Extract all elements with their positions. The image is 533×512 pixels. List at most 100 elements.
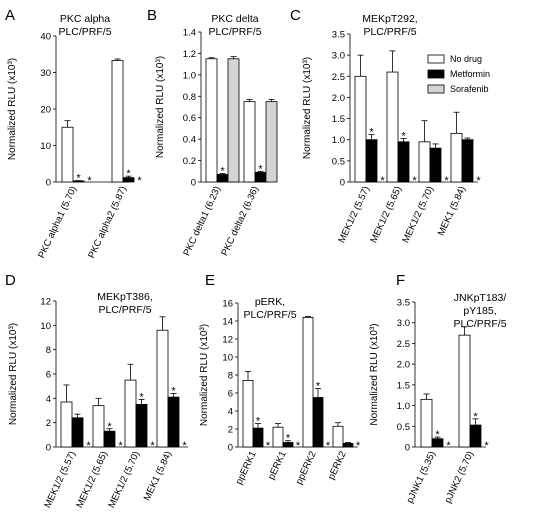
significance-asterisk: *	[473, 411, 478, 423]
y-axis-label: Normalized RLU (x10³)	[369, 323, 380, 425]
y-axis-label: Normalized RLU (x10³)	[7, 58, 18, 160]
legend-label-no-drug: No drug	[450, 54, 482, 64]
x-tick-label: MEK1/2 (5.70)	[106, 450, 142, 510]
panel-letter: D	[5, 272, 16, 289]
x-tick-label: MEK1/2 (5.57)	[42, 450, 78, 510]
y-tick-label: 12	[40, 297, 51, 308]
significance-asterisk: *	[444, 175, 449, 187]
bar-no-drug	[205, 58, 218, 183]
y-tick-label: 0.8	[183, 92, 196, 103]
y-tick-label: 1.2	[183, 49, 196, 60]
bar-no-drug	[124, 379, 137, 448]
significance-asterisk: *	[401, 130, 406, 142]
significance-asterisk: *	[86, 440, 91, 452]
x-tick-label: MEK1/2 (5.70)	[400, 185, 436, 245]
y-tick-label: 4	[46, 394, 51, 405]
x-tick-label: ppERK2	[294, 450, 319, 487]
y-axis-label: Normalized RLU (x10³)	[8, 323, 19, 425]
panel-letter: B	[147, 7, 157, 24]
panel-title-line: pY185,	[463, 305, 496, 317]
significance-asterisk: *	[220, 165, 225, 177]
bar-metformin	[461, 139, 474, 183]
x-tick-label: PKC alpha1 (5.70)	[36, 185, 79, 260]
y-tick-label: 3.0	[397, 318, 410, 329]
legend-swatch-no-drug	[427, 54, 445, 64]
y-tick-label: 0	[228, 443, 233, 454]
significance-asterisk: *	[87, 175, 92, 187]
y-tick-label: 40	[40, 32, 51, 43]
y-tick-label: 0.4	[183, 135, 196, 146]
panel-title-line: PLC/PRF/5	[98, 304, 151, 316]
panel-letter: E	[205, 272, 215, 289]
y-tick-label: 2.0	[397, 360, 410, 371]
x-tick-label: pJNK2 (5.70)	[443, 450, 477, 505]
y-tick-label: 6	[228, 389, 233, 400]
bar-metformin	[135, 404, 148, 448]
y-tick-label: 14	[222, 317, 233, 328]
panel-D: D MEKpT386,PLC/PRF/5 Normalized RLU (x10³)…	[5, 272, 188, 510]
bar-no-drug	[418, 141, 431, 183]
bar-no-drug	[272, 426, 284, 448]
bar-no-drug	[60, 401, 73, 448]
bar-no-drug	[92, 405, 105, 448]
y-axis-label: Normalized RLU (x10³)	[199, 324, 210, 426]
y-tick-label: 3.5	[397, 298, 410, 309]
y-tick-label: 2.0	[332, 93, 345, 104]
y-tick-label: 1.0	[183, 70, 196, 81]
bar-metformin	[429, 147, 442, 183]
bar-no-drug	[386, 71, 399, 183]
y-tick-label: 20	[40, 105, 51, 116]
y-tick-label: 1.5	[397, 380, 410, 391]
bar-no-drug	[420, 398, 433, 448]
y-tick-label: 0	[191, 178, 196, 189]
significance-asterisk: *	[139, 392, 144, 404]
panel-title-line: PLC/PRF/5	[243, 309, 296, 321]
legend-label-sorafenib: Sorafenib	[450, 84, 489, 94]
y-tick-label: 1.0	[397, 401, 410, 412]
bar-sorafenib	[227, 58, 240, 183]
significance-asterisk: *	[326, 440, 331, 452]
significance-asterisk: *	[316, 381, 321, 393]
y-tick-label: 3.0	[332, 51, 345, 62]
significance-asterisk: *	[182, 440, 187, 452]
y-tick-label: 30	[40, 68, 51, 79]
significance-asterisk: *	[258, 163, 263, 175]
significance-asterisk: *	[76, 173, 81, 185]
y-tick-label: 1.0	[332, 135, 345, 146]
significance-asterisk: *	[107, 421, 112, 433]
y-tick-label: 8	[228, 371, 233, 382]
panel-C: C MEKpT292,PLC/PRF/5 Normalized RLU (x10³)…	[290, 7, 481, 245]
y-tick-label: 3.5	[332, 30, 345, 41]
x-tick-label: pJNK1 (5.35)	[405, 450, 439, 505]
y-tick-label: 2.5	[332, 72, 345, 83]
y-axis-label: Normalized RLU (x10³)	[155, 56, 166, 158]
significance-asterisk: *	[380, 175, 385, 187]
y-tick-label: 0	[46, 178, 51, 189]
bar-metformin	[312, 397, 324, 448]
significance-asterisk: *	[476, 175, 481, 187]
y-tick-label: 1.5	[332, 114, 345, 125]
x-tick-label: PKC delta1 (6.23)	[181, 185, 223, 258]
bar-no-drug	[156, 329, 169, 448]
panel-title-line: PLC/PRF/5	[208, 26, 261, 38]
panel-title-line: PLC/PRF/5	[453, 318, 506, 330]
x-tick-label: PKC delta2 (6.36)	[219, 185, 261, 258]
x-tick-label: MEK1/2 (5.65)	[74, 450, 110, 510]
significance-asterisk: *	[435, 429, 440, 441]
bar-metformin	[365, 139, 378, 183]
y-tick-label: 1.4	[183, 28, 196, 39]
x-tick-label: MEK1/2 (5.65)	[368, 185, 404, 245]
legend-swatch-sorafenib	[427, 84, 445, 94]
panel-title-line: PKC alpha	[60, 13, 110, 25]
bar-metformin	[103, 430, 116, 448]
significance-asterisk: *	[266, 440, 271, 452]
y-tick-label: 10	[40, 321, 51, 332]
x-tick-label: pERK2	[326, 450, 349, 482]
panel-title-line: JNKpT183/	[454, 292, 507, 304]
x-tick-label: pERK1	[266, 450, 289, 482]
x-tick-label: MEK1/2 (5.57)	[336, 185, 372, 245]
